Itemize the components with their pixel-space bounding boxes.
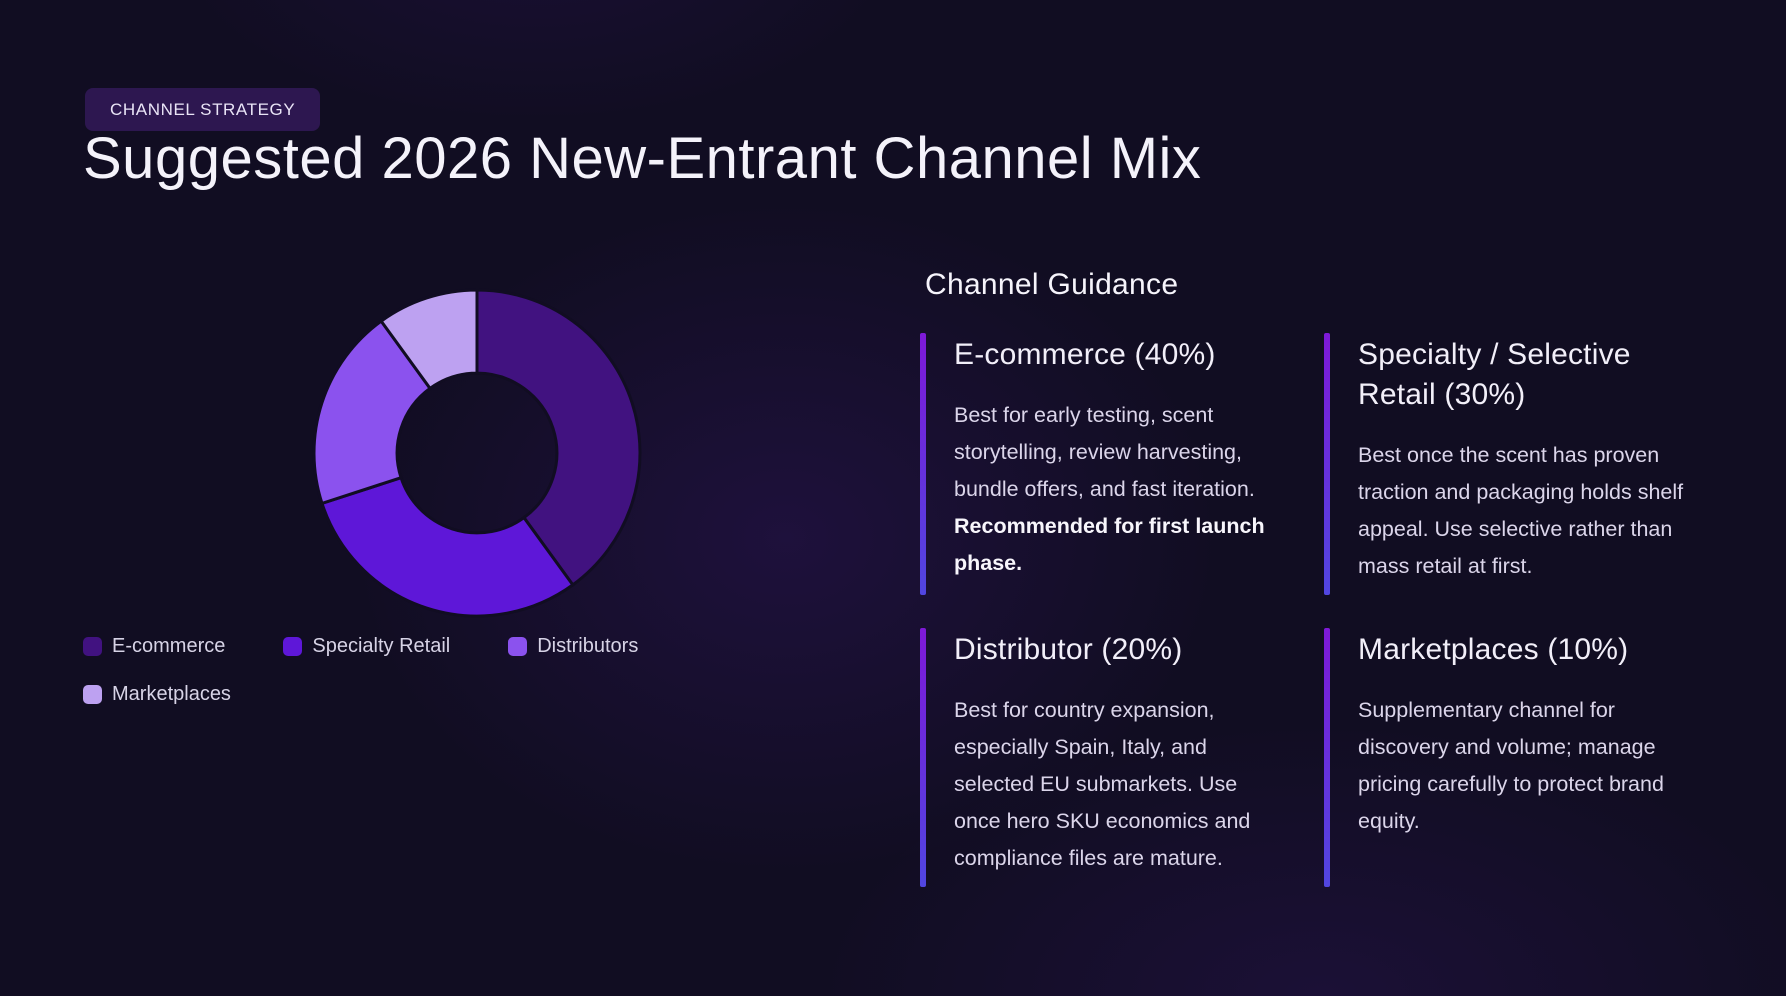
donut-slice-specialty-retail[interactable] xyxy=(320,475,575,618)
card-body: Best for country expansion, especially S… xyxy=(954,692,1288,877)
donut-slice-e-commerce[interactable] xyxy=(475,288,642,587)
card-body: Supplementary channel for discovery and … xyxy=(1358,692,1692,840)
card-body-bold-text: Recommended for first launch phase. xyxy=(954,514,1265,575)
legend-swatch-distributors xyxy=(508,636,528,656)
legend-swatch-marketplaces xyxy=(83,684,102,704)
card-body: Best for early testing, scent storytelli… xyxy=(954,397,1288,582)
donut-chart xyxy=(307,283,647,623)
legend-item-marketplaces[interactable]: Marketplaces xyxy=(83,684,231,704)
badge-label: CHANNEL STRATEGY xyxy=(110,99,296,119)
guidance-card-distributor: Distributor (20%) Best for country expan… xyxy=(920,628,1309,887)
card-body-text: Best for country expansion, especially S… xyxy=(954,698,1251,870)
card-body: Best once the scent has proven traction … xyxy=(1358,437,1692,585)
card-title: Distributor (20%) xyxy=(954,633,1183,666)
page-title: Suggested 2026 New-Entrant Channel Mix xyxy=(83,126,1202,191)
card-title: Marketplaces (10%) xyxy=(1358,633,1629,666)
guidance-heading: Channel Guidance xyxy=(925,268,1179,301)
guidance-card-ecommerce: E-commerce (40%) Best for early testing,… xyxy=(920,333,1309,595)
card-body-text: Supplementary channel for discovery and … xyxy=(1358,698,1664,833)
card-title: E-commerce (40%) xyxy=(954,338,1216,371)
chart-legend: E-commerce Specialty Retail Distributors… xyxy=(83,636,663,704)
donut-slice-marketplaces[interactable] xyxy=(379,288,479,391)
card-body-text: Best for early testing, scent storytelli… xyxy=(954,403,1255,501)
card-accent-bar xyxy=(920,333,926,595)
legend-swatch-specialty-retail xyxy=(283,636,303,656)
legend-label: Marketplaces xyxy=(112,683,231,705)
donut-chart-svg xyxy=(312,288,642,618)
card-accent-bar xyxy=(1324,628,1330,887)
legend-item-specialty-retail[interactable]: Specialty Retail xyxy=(283,636,450,656)
legend-label: E-commerce xyxy=(112,635,226,657)
legend-label: Distributors xyxy=(537,635,639,657)
card-accent-bar xyxy=(920,628,926,887)
guidance-card-marketplaces: Marketplaces (10%) Supplementary channel… xyxy=(1324,628,1713,887)
legend-swatch-e-commerce xyxy=(83,636,102,656)
legend-label: Specialty Retail xyxy=(312,635,451,657)
legend-item-distributors[interactable]: Distributors xyxy=(508,636,638,656)
guidance-cards: E-commerce (40%) Best for early testing,… xyxy=(920,333,1713,887)
card-body-text: Best once the scent has proven traction … xyxy=(1358,443,1684,578)
channel-strategy-badge: CHANNEL STRATEGY xyxy=(85,88,321,131)
guidance-card-specialty-retail: Specialty / Selective Retail (30%) Best … xyxy=(1324,333,1713,595)
legend-item-e-commerce[interactable]: E-commerce xyxy=(83,636,225,656)
donut-slice-distributors[interactable] xyxy=(312,319,433,506)
card-title: Specialty / Selective Retail (30%) xyxy=(1358,338,1631,411)
card-accent-bar xyxy=(1324,333,1330,595)
